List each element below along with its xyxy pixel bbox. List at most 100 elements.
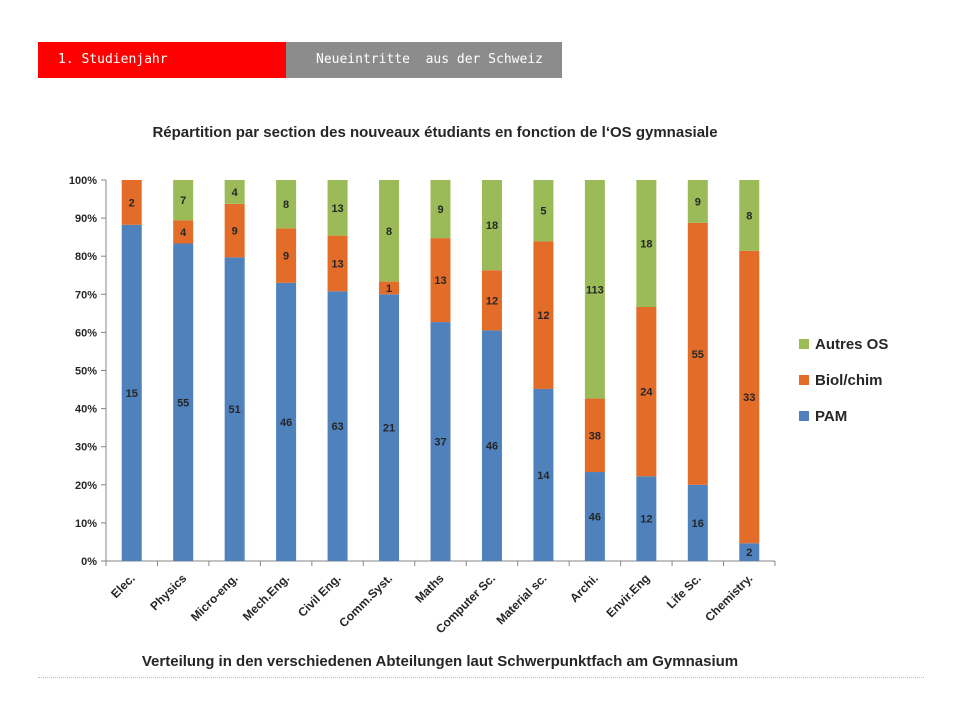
data-label: 12	[537, 310, 549, 322]
bar-segment-pam	[224, 257, 245, 561]
bar-segment-biol-chim	[584, 398, 605, 473]
tab-studienjahr-label: 1. Studienjahr	[58, 52, 168, 67]
bar-segment-pam	[430, 322, 451, 561]
tab-studienjahr[interactable]: 1. Studienjahr	[38, 42, 286, 78]
data-label: 4	[180, 227, 187, 239]
legend-swatch	[799, 411, 809, 421]
data-label: 38	[589, 430, 601, 442]
data-label: 5	[540, 206, 546, 218]
x-category-label: Micro-eng.	[188, 571, 241, 624]
bar-segment-pam	[687, 484, 708, 561]
data-label: 113	[586, 284, 604, 296]
data-label: 9	[283, 251, 289, 263]
bar-segment-pam	[584, 472, 605, 561]
legend-swatch	[799, 339, 809, 349]
data-label: 18	[486, 220, 498, 232]
y-tick-label: 80%	[75, 251, 97, 263]
y-tick-label: 10%	[75, 518, 97, 530]
data-label: 13	[434, 275, 446, 287]
bar-segment-autres-os	[276, 180, 297, 229]
x-category-label: Civil Eng.	[295, 571, 344, 620]
data-label: 24	[640, 387, 653, 399]
bar-segment-pam	[636, 476, 657, 561]
bar-segment-pam	[379, 294, 400, 561]
data-label: 15	[126, 388, 138, 400]
data-label: 13	[331, 258, 343, 270]
tab-neueintritte[interactable]: Neueintritte aus der Schweiz	[286, 42, 562, 78]
bar-segment-autres-os	[533, 180, 554, 242]
y-tick-label: 50%	[75, 366, 97, 378]
bar-segment-pam	[533, 388, 554, 561]
y-tick-label: 40%	[75, 404, 97, 416]
bar-segment-autres-os	[327, 180, 348, 236]
x-category-label: Life Sc.	[664, 571, 704, 611]
data-label: 16	[692, 518, 704, 530]
bar-segment-biol-chim	[739, 250, 760, 544]
x-category-label: Physics	[147, 571, 189, 613]
data-label: 37	[434, 437, 446, 449]
data-label: 51	[229, 404, 241, 416]
y-tick-label: 70%	[75, 289, 97, 301]
bar-segment-biol-chim	[224, 203, 245, 258]
data-label: 9	[437, 204, 443, 216]
bar-segment-autres-os	[379, 180, 400, 282]
x-category-label: Archi.	[567, 571, 601, 605]
footer-caption-container: Verteilung in den verschiedenen Abteilun…	[0, 653, 960, 670]
tab-neueintritte-label: Neueintritte aus der Schweiz	[316, 52, 543, 67]
data-label: 12	[640, 514, 652, 526]
legend-swatch	[799, 375, 809, 385]
x-category-label: Chemistry.	[702, 571, 755, 624]
data-label: 4	[232, 187, 239, 199]
bar-segment-biol-chim	[379, 281, 400, 295]
data-label: 9	[695, 196, 701, 208]
bar-segment-autres-os	[224, 180, 245, 204]
data-label: 46	[486, 441, 498, 453]
bar-segment-biol-chim	[481, 270, 502, 331]
footer-caption: Verteilung in den verschiedenen Abteilun…	[141, 653, 739, 670]
legend-label: Biol/chim	[815, 372, 883, 389]
bar-segment-biol-chim	[121, 180, 142, 225]
data-label: 13	[331, 203, 343, 215]
bar-segment-autres-os	[584, 180, 605, 399]
bar-segment-biol-chim	[636, 307, 657, 477]
y-tick-label: 20%	[75, 480, 97, 492]
bar-segment-pam	[173, 243, 194, 561]
data-label: 12	[486, 295, 498, 307]
y-tick-label: 100%	[69, 175, 97, 187]
bar-segment-biol-chim	[327, 235, 348, 292]
x-category-label: Envir.Eng	[603, 571, 652, 620]
data-label: 8	[386, 226, 392, 238]
bar-segment-pam	[481, 330, 502, 561]
bottom-divider	[38, 677, 924, 678]
data-label: 2	[746, 547, 752, 559]
data-label: 1	[386, 283, 392, 295]
data-label: 9	[232, 226, 238, 238]
data-label: 7	[180, 195, 186, 207]
data-label: 46	[589, 512, 601, 524]
data-label: 18	[640, 239, 652, 251]
bar-segment-biol-chim	[276, 228, 297, 283]
legend-label: Autres OS	[815, 336, 888, 353]
data-label: 2	[129, 197, 135, 209]
data-label: 8	[283, 199, 289, 211]
bar-segment-pam	[121, 224, 142, 561]
chart-title-container: Répartition par section des nouveaux étu…	[0, 124, 960, 141]
y-tick-label: 90%	[75, 213, 97, 225]
bar-segment-autres-os	[430, 180, 451, 239]
bar-segment-biol-chim	[173, 220, 194, 244]
bar-segment-pam	[327, 291, 348, 561]
bar-segment-autres-os	[636, 180, 657, 307]
bar-segment-autres-os	[173, 180, 194, 221]
x-category-label: Elec.	[108, 571, 138, 601]
y-tick-label: 30%	[75, 442, 97, 454]
x-category-label: Material sc.	[493, 571, 549, 627]
chart-title: Répartition par section des nouveaux étu…	[152, 124, 718, 141]
x-category-label: Comm.Syst.	[336, 571, 395, 630]
x-category-label: Maths	[412, 571, 447, 606]
data-label: 55	[692, 349, 704, 361]
bar-segment-pam	[739, 543, 760, 561]
bar-segment-biol-chim	[430, 238, 451, 323]
y-tick-label: 0%	[81, 556, 97, 568]
y-tick-label: 60%	[75, 327, 97, 339]
